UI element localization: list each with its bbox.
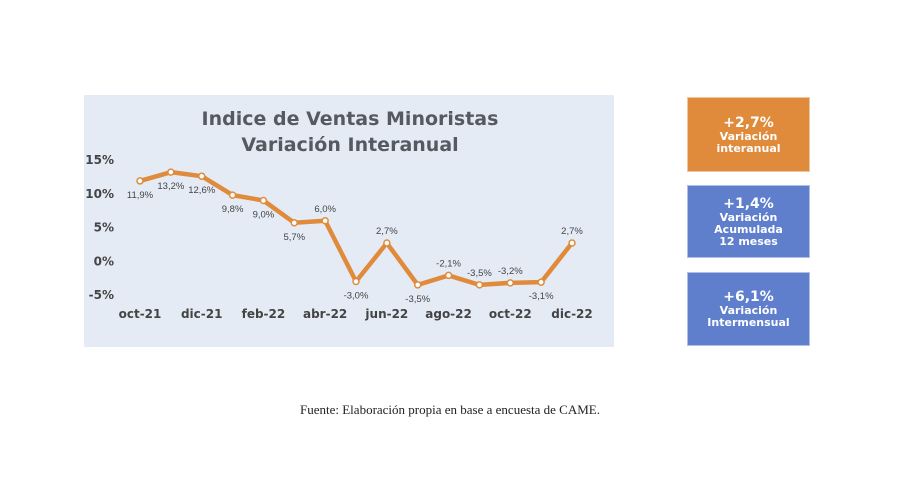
data-point (259, 196, 268, 205)
data-label: 9,0% (253, 210, 275, 221)
kpi-intermensual-card: +6,1% Variación Intermensual (687, 272, 810, 346)
chart-title-line-2: Variación Interanual (241, 134, 458, 156)
data-label: 5,7% (283, 232, 305, 243)
x-tick-label: oct-22 (489, 307, 532, 321)
data-point (444, 271, 453, 280)
data-point (413, 281, 422, 289)
data-point (475, 281, 484, 289)
data-label: 13,2% (157, 181, 184, 192)
source-note: Fuente: Elaboración propia en base a enc… (300, 402, 600, 417)
data-label: -3,0% (344, 291, 369, 302)
data-point (321, 217, 329, 225)
kpi-value: +2,7% (723, 114, 774, 131)
kpi-label-line: Intermensual (707, 316, 790, 329)
x-tick-label: ago-22 (425, 307, 472, 321)
data-point (352, 277, 360, 286)
kpi-label-line: Variación (719, 210, 778, 224)
kpi-label-line: Acumulada (714, 222, 783, 236)
y-tick-label: -5% (89, 288, 114, 302)
y-tick-label: 5% (94, 221, 114, 235)
data-point (167, 168, 175, 176)
kpi-label-line: Variación (719, 304, 778, 317)
data-label: -2,1% (436, 258, 461, 269)
data-label: -3,5% (405, 294, 430, 305)
kpi-label-line: 12 meses (719, 234, 778, 248)
data-label: 12,6% (188, 185, 215, 196)
data-label: -3,1% (529, 291, 554, 302)
x-tick-label: oct-21 (119, 307, 162, 321)
data-point (197, 172, 206, 180)
y-tick-label: 0% (94, 254, 114, 268)
y-tick-label: 15% (85, 153, 114, 167)
data-point (568, 239, 576, 247)
data-label: 11,9% (127, 190, 154, 201)
x-tick-label: feb-22 (242, 307, 286, 321)
kpi-interanual-card: +2,7% Variación interanual (687, 97, 810, 172)
kpi-label-line: Variación (719, 129, 778, 143)
data-label: 2,7% (376, 226, 398, 237)
data-point (136, 177, 144, 185)
kpi-label-line: interanual (716, 141, 781, 155)
data-point (383, 239, 391, 247)
line-chart: Indice de Ventas Minoristas Variación In… (85, 108, 593, 321)
data-label: 9,8% (222, 204, 244, 215)
kpi-value: +1,4% (723, 195, 774, 212)
data-label: 6,0% (314, 204, 336, 215)
kpi-acumulada-card: +1,4% Variación Acumulada 12 meses (687, 185, 810, 258)
chart-title-line-1: Indice de Ventas Minoristas (202, 108, 499, 130)
y-tick-label: 10% (85, 187, 114, 201)
data-point (290, 219, 299, 227)
data-label: -3,5% (467, 268, 492, 279)
data-label: -3,2% (498, 266, 523, 277)
data-point (537, 278, 545, 286)
data-label: 2,7% (561, 226, 583, 237)
x-tick-label: dic-22 (551, 307, 593, 321)
data-point (506, 279, 515, 287)
data-point (228, 191, 237, 199)
x-tick-label: abr-22 (303, 307, 347, 321)
x-tick-label: jun-22 (364, 307, 408, 321)
x-tick-label: dic-21 (181, 307, 223, 321)
kpi-value: +6,1% (723, 289, 774, 305)
chart-panel: Indice de Ventas Minoristas Variación In… (84, 95, 614, 347)
